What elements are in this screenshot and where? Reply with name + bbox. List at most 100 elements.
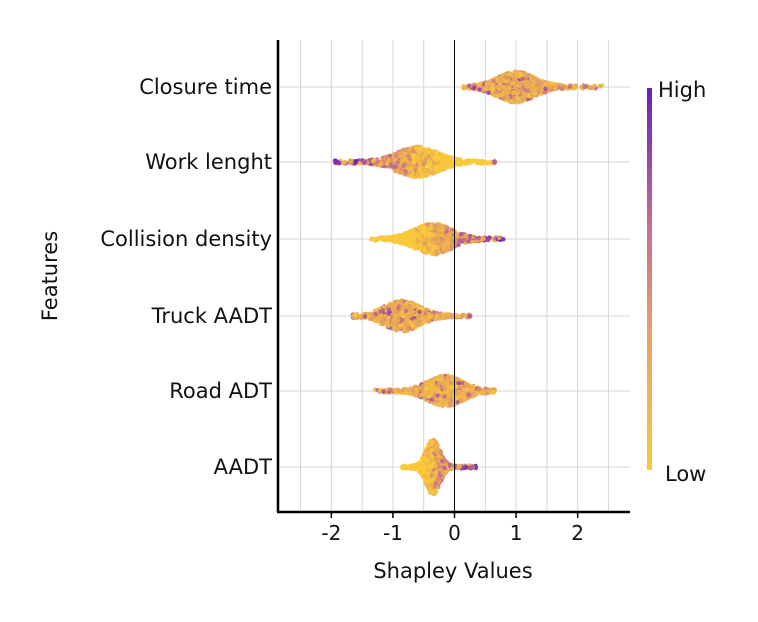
data-point — [426, 311, 431, 317]
data-point — [518, 72, 523, 77]
data-point — [419, 306, 424, 311]
data-point — [493, 90, 498, 95]
data-point — [435, 393, 440, 398]
data-point — [437, 380, 442, 386]
data-point — [402, 158, 408, 163]
data-point — [446, 313, 451, 318]
data-point — [431, 310, 437, 315]
data-point — [423, 380, 429, 385]
data-point — [399, 239, 404, 244]
data-point — [381, 235, 386, 240]
data-point — [476, 387, 482, 392]
data-point — [424, 317, 430, 322]
data-point — [401, 152, 407, 158]
data-point — [412, 243, 417, 249]
data-point — [455, 391, 460, 397]
data-point — [450, 229, 455, 235]
data-point — [546, 88, 552, 93]
data-point — [471, 385, 476, 390]
data-point — [404, 300, 410, 305]
feature-swarm — [350, 298, 473, 334]
data-point — [369, 236, 375, 241]
data-point — [459, 395, 465, 400]
data-point — [374, 236, 380, 242]
data-point — [441, 243, 446, 249]
data-point — [432, 223, 437, 228]
data-point — [395, 388, 401, 394]
data-point — [413, 154, 418, 159]
data-point — [378, 236, 383, 241]
data-point — [491, 390, 496, 395]
data-point — [422, 250, 428, 255]
data-point — [502, 95, 507, 100]
data-point — [414, 228, 420, 233]
data-point — [417, 309, 422, 315]
data-point — [440, 167, 445, 172]
data-point — [442, 161, 447, 166]
data-point — [426, 158, 431, 164]
data-point — [403, 308, 409, 313]
data-point — [479, 161, 484, 166]
data-point — [396, 169, 401, 174]
data-point — [433, 235, 439, 240]
data-point — [434, 151, 439, 156]
data-point — [458, 384, 464, 389]
data-point — [370, 159, 376, 164]
data-point — [465, 386, 470, 392]
data-point — [495, 93, 500, 98]
data-point — [448, 402, 453, 408]
data-point — [514, 71, 519, 77]
data-point — [431, 240, 437, 245]
outlier-point — [467, 313, 473, 319]
data-point — [386, 323, 391, 328]
data-point — [503, 86, 509, 92]
data-point — [420, 383, 426, 389]
data-point — [403, 305, 408, 310]
data-point — [458, 160, 463, 166]
data-point — [459, 398, 464, 404]
data-point — [582, 84, 587, 90]
data-point — [410, 392, 416, 397]
data-point — [334, 159, 340, 164]
data-point — [358, 314, 363, 319]
data-point — [454, 232, 460, 237]
data-point — [438, 237, 444, 243]
data-point — [448, 380, 454, 386]
data-point — [423, 395, 428, 400]
data-point — [544, 82, 549, 87]
data-point — [542, 90, 548, 95]
data-point — [445, 385, 451, 390]
data-point — [387, 153, 393, 159]
data-point — [357, 161, 363, 166]
data-point — [438, 162, 444, 167]
data-point — [454, 312, 459, 318]
data-point — [443, 399, 449, 404]
data-point — [440, 381, 446, 387]
data-point — [429, 391, 434, 396]
data-point — [444, 248, 449, 253]
data-point — [516, 89, 521, 94]
data-point — [539, 84, 545, 89]
data-point — [411, 149, 417, 155]
data-point — [442, 386, 447, 391]
data-point — [511, 90, 516, 95]
data-point — [420, 229, 426, 234]
data-point — [436, 387, 441, 393]
data-point — [393, 327, 399, 333]
data-point — [497, 82, 503, 87]
data-point — [483, 160, 489, 165]
data-point — [485, 237, 491, 243]
data-point — [419, 315, 425, 321]
outlier-point — [491, 159, 498, 165]
data-point — [409, 240, 415, 246]
data-point — [573, 84, 579, 90]
data-point — [442, 394, 447, 399]
data-point — [422, 390, 428, 395]
data-point — [373, 311, 379, 317]
data-point — [463, 396, 468, 401]
data-point — [481, 236, 486, 242]
data-point — [402, 162, 407, 167]
data-point — [399, 301, 404, 306]
data-point — [535, 82, 540, 87]
data-point — [415, 233, 420, 239]
